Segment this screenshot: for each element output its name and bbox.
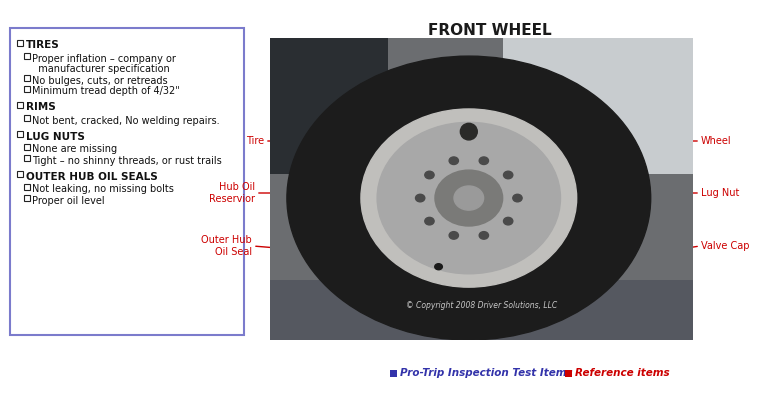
Bar (17, 40, 23, 46)
Text: Pro-Trip Inspection Test Items: Pro-Trip Inspection Test Items (400, 369, 572, 378)
Bar (24, 86, 30, 92)
Text: None are missing: None are missing (32, 145, 118, 154)
Bar (10, 28, 244, 335)
Text: Tire: Tire (246, 136, 264, 146)
Bar (24, 53, 30, 58)
Text: Wheel: Wheel (701, 136, 732, 146)
Bar (503, 38, 693, 174)
Bar (17, 171, 23, 177)
Text: Valve Cap: Valve Cap (701, 241, 749, 251)
Ellipse shape (479, 231, 488, 239)
Ellipse shape (361, 109, 577, 287)
Bar (17, 131, 23, 137)
Bar (17, 102, 23, 108)
Ellipse shape (513, 194, 522, 202)
Ellipse shape (504, 171, 513, 179)
Text: © Copyright 2008 Driver Solutions, LLC: © Copyright 2008 Driver Solutions, LLC (406, 301, 557, 310)
Text: Minimum tread depth of 4/32": Minimum tread depth of 4/32" (32, 87, 180, 96)
Text: Proper inflation – company or: Proper inflation – company or (32, 53, 176, 64)
Ellipse shape (460, 123, 478, 140)
Ellipse shape (435, 170, 503, 226)
Text: TIRES: TIRES (26, 41, 60, 51)
Ellipse shape (504, 217, 513, 225)
Text: Not bent, cracked, No welding repairs.: Not bent, cracked, No welding repairs. (32, 115, 220, 126)
Bar (24, 144, 30, 149)
Bar (24, 184, 30, 190)
Ellipse shape (479, 157, 488, 164)
Text: Proper oil level: Proper oil level (32, 196, 105, 205)
Bar (270, 38, 388, 174)
Bar (270, 280, 693, 340)
Text: Lug Nut: Lug Nut (701, 188, 739, 198)
Bar (24, 155, 30, 160)
Text: FRONT WHEEL: FRONT WHEEL (428, 23, 552, 38)
Ellipse shape (425, 171, 434, 179)
Bar (390, 369, 397, 376)
Ellipse shape (425, 217, 434, 225)
Ellipse shape (377, 122, 561, 274)
Text: RIMS: RIMS (26, 102, 56, 113)
Bar (24, 75, 30, 81)
Text: LUG NUTS: LUG NUTS (26, 132, 85, 141)
Ellipse shape (449, 231, 459, 239)
Text: No bulges, cuts, or retreads: No bulges, cuts, or retreads (32, 75, 168, 85)
Ellipse shape (454, 186, 484, 210)
Text: Not leaking, no missing bolts: Not leaking, no missing bolts (32, 184, 174, 194)
Ellipse shape (287, 56, 651, 340)
Text: OUTER HUB OIL SEALS: OUTER HUB OIL SEALS (26, 171, 158, 181)
Text: Tight – no shinny threads, or rust trails: Tight – no shinny threads, or rust trail… (32, 156, 222, 166)
Text: manufacturer specification: manufacturer specification (32, 64, 169, 75)
Text: Reference items: Reference items (575, 369, 670, 378)
Ellipse shape (416, 194, 425, 202)
Ellipse shape (449, 157, 459, 164)
Bar (24, 195, 30, 201)
Bar (565, 369, 572, 376)
Ellipse shape (435, 264, 443, 270)
Text: Hub Oil
Reservior: Hub Oil Reservior (209, 182, 255, 204)
Text: Outer Hub
Oil Seal: Outer Hub Oil Seal (201, 235, 252, 257)
Bar (24, 115, 30, 120)
